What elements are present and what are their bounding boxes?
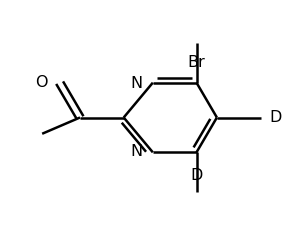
Text: N: N	[131, 76, 143, 91]
Text: N: N	[131, 144, 143, 159]
Text: D: D	[269, 110, 282, 125]
Text: O: O	[36, 75, 48, 90]
Text: D: D	[190, 168, 203, 183]
Text: Br: Br	[188, 55, 206, 70]
